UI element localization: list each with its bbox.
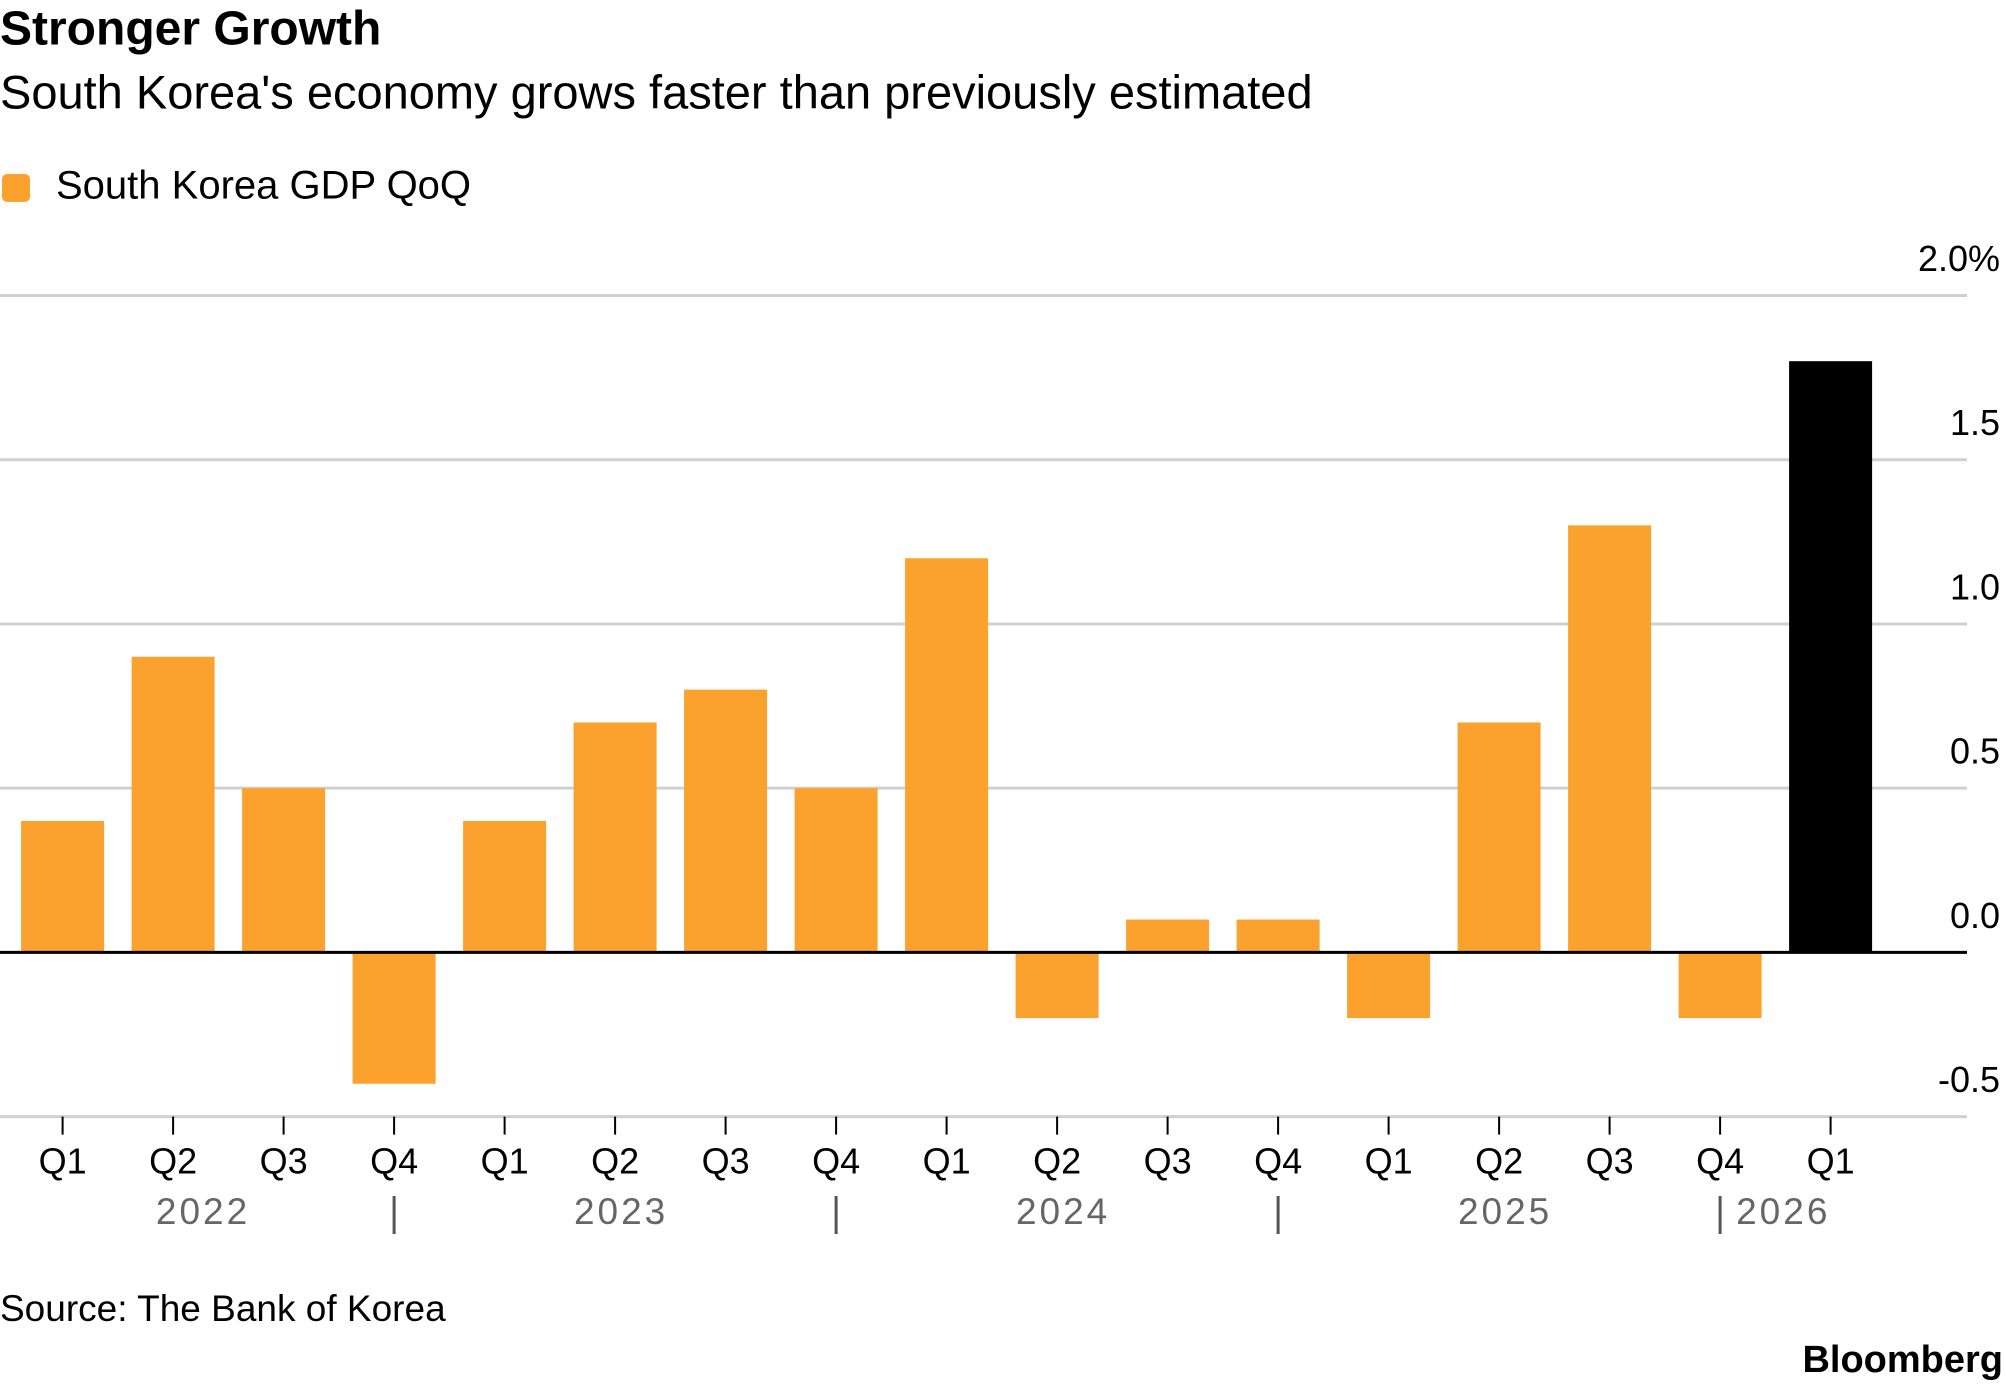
- bar: [242, 788, 326, 953]
- bar: [1347, 952, 1431, 1019]
- bar: [1789, 361, 1873, 953]
- bar: [1568, 525, 1652, 953]
- x-tick-label: Q1: [1365, 1141, 1413, 1182]
- bar: [131, 656, 215, 953]
- y-tick-label: 0.5: [1950, 731, 2000, 772]
- x-tick-label: Q3: [260, 1141, 308, 1182]
- x-tick-label: Q2: [149, 1141, 197, 1182]
- chart-subtitle: South Korea's economy grows faster than …: [0, 65, 1313, 118]
- year-label: 2022: [156, 1191, 250, 1232]
- bar: [1236, 919, 1320, 953]
- x-tick-label: Q4: [1254, 1141, 1302, 1182]
- bar: [352, 952, 436, 1084]
- x-tick-label: Q1: [39, 1141, 87, 1182]
- year-label: 2023: [574, 1191, 668, 1232]
- x-tick-label: Q2: [1033, 1141, 1081, 1182]
- legend-label: South Korea GDP QoQ: [56, 164, 471, 208]
- source-note: Source: The Bank of Korea: [0, 1288, 446, 1329]
- year-label: 2024: [1016, 1191, 1110, 1232]
- x-tick-label: Q4: [1696, 1141, 1744, 1182]
- year-label: 2026: [1736, 1191, 1830, 1232]
- x-tick-label: Q4: [370, 1141, 418, 1182]
- bar: [1015, 952, 1099, 1019]
- bar: [573, 722, 657, 953]
- y-tick-label: -0.5: [1938, 1059, 2000, 1100]
- bar: [905, 558, 989, 953]
- x-tick-label: Q3: [1586, 1141, 1634, 1182]
- y-tick-label: 0.0: [1950, 895, 2000, 936]
- x-tick-label: Q1: [481, 1141, 529, 1182]
- x-tick-label: Q3: [702, 1141, 750, 1182]
- chart-title: Stronger Growth: [0, 3, 381, 56]
- x-tick-label: Q2: [591, 1141, 639, 1182]
- x-tick-label: Q3: [1144, 1141, 1192, 1182]
- y-tick-label: 1.5: [1950, 402, 2000, 443]
- legend-swatch: [2, 174, 30, 202]
- bar: [684, 689, 768, 953]
- bar: [794, 788, 878, 953]
- bar: [1678, 952, 1762, 1019]
- y-tick-label: 2.0%: [1918, 238, 2000, 279]
- bar: [1126, 919, 1210, 953]
- y-tick-label: 1.0: [1950, 566, 2000, 607]
- x-tick-label: Q4: [812, 1141, 860, 1182]
- x-tick-label: Q2: [1475, 1141, 1523, 1182]
- brand: Bloomberg: [1802, 1339, 2003, 1381]
- x-tick-label: Q1: [1807, 1141, 1855, 1182]
- bar: [463, 821, 547, 953]
- x-tick-label: Q1: [923, 1141, 971, 1182]
- year-label: 2025: [1458, 1191, 1552, 1232]
- bar: [21, 821, 105, 953]
- bar: [1457, 722, 1541, 953]
